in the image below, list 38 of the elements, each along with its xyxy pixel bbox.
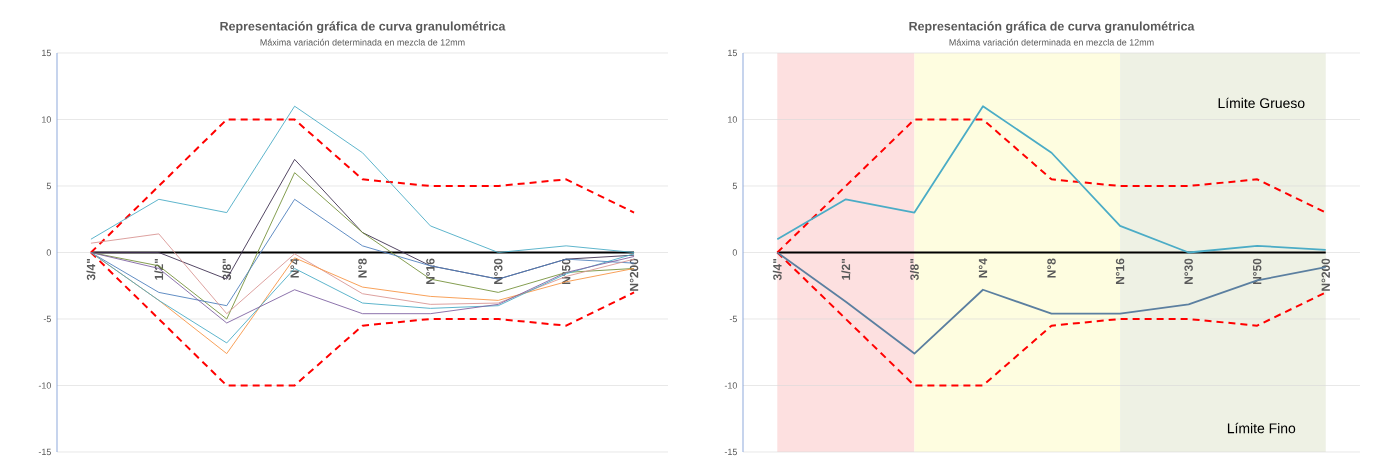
x-tick-label: N°16	[426, 258, 435, 285]
y-tick-label: 5	[732, 182, 737, 190]
chart-subtitle: Máxima variación determinada en mezcla de 12mm	[949, 38, 1154, 46]
y-tick-label: 0	[732, 249, 738, 256]
x-tick-label: N°16	[1115, 258, 1125, 285]
y-tick-label: -15	[724, 448, 737, 456]
x-tick-label: N°50	[561, 258, 571, 285]
x-tick-label: 3/8"	[909, 258, 919, 281]
x-tick-label: N°30	[1184, 258, 1193, 285]
y-tick-label: -5	[43, 315, 51, 323]
y-tick-label: 10	[728, 116, 738, 123]
x-tick-label: N°200	[1321, 258, 1330, 291]
annotation: Límite Grueso	[1218, 97, 1305, 109]
x-tick-label: 3/8"	[222, 258, 232, 281]
x-tick-label: 3/4"	[772, 258, 782, 281]
y-tick-label: 0	[46, 249, 52, 256]
chart-title: Representación gráfica de curva granulométrica	[909, 21, 1195, 34]
x-tick-label: N°4	[290, 258, 299, 278]
x-tick-label: N°8	[1047, 258, 1056, 278]
y-tick-label: -15	[38, 448, 51, 456]
x-tick-label: 1/2"	[154, 258, 164, 280]
chart-title: Representación gráfica de curva granulométrica	[220, 21, 506, 34]
x-tick-label: 3/4"	[86, 258, 96, 281]
x-tick-label: N°200	[629, 258, 639, 291]
x-tick-label: N°8	[358, 258, 367, 278]
x-tick-label: N°30	[494, 258, 503, 285]
y-tick-label: 15	[42, 49, 51, 57]
x-tick-label: N°50	[1252, 258, 1262, 285]
chart-subtitle: Máxima variación determinada en mezcla de 12mm	[260, 38, 465, 46]
x-tick-label: N°4	[978, 258, 988, 278]
y-tick-label: 10	[42, 116, 52, 123]
y-tick-label: -10	[724, 382, 738, 389]
x-tick-label: 1/2"	[841, 258, 851, 280]
y-tick-label: -5	[729, 315, 737, 323]
y-tick-label: 15	[728, 49, 737, 57]
y-tick-label: -10	[38, 382, 52, 389]
annotation: Límite Fino	[1227, 422, 1296, 434]
y-tick-label: 5	[46, 182, 51, 190]
